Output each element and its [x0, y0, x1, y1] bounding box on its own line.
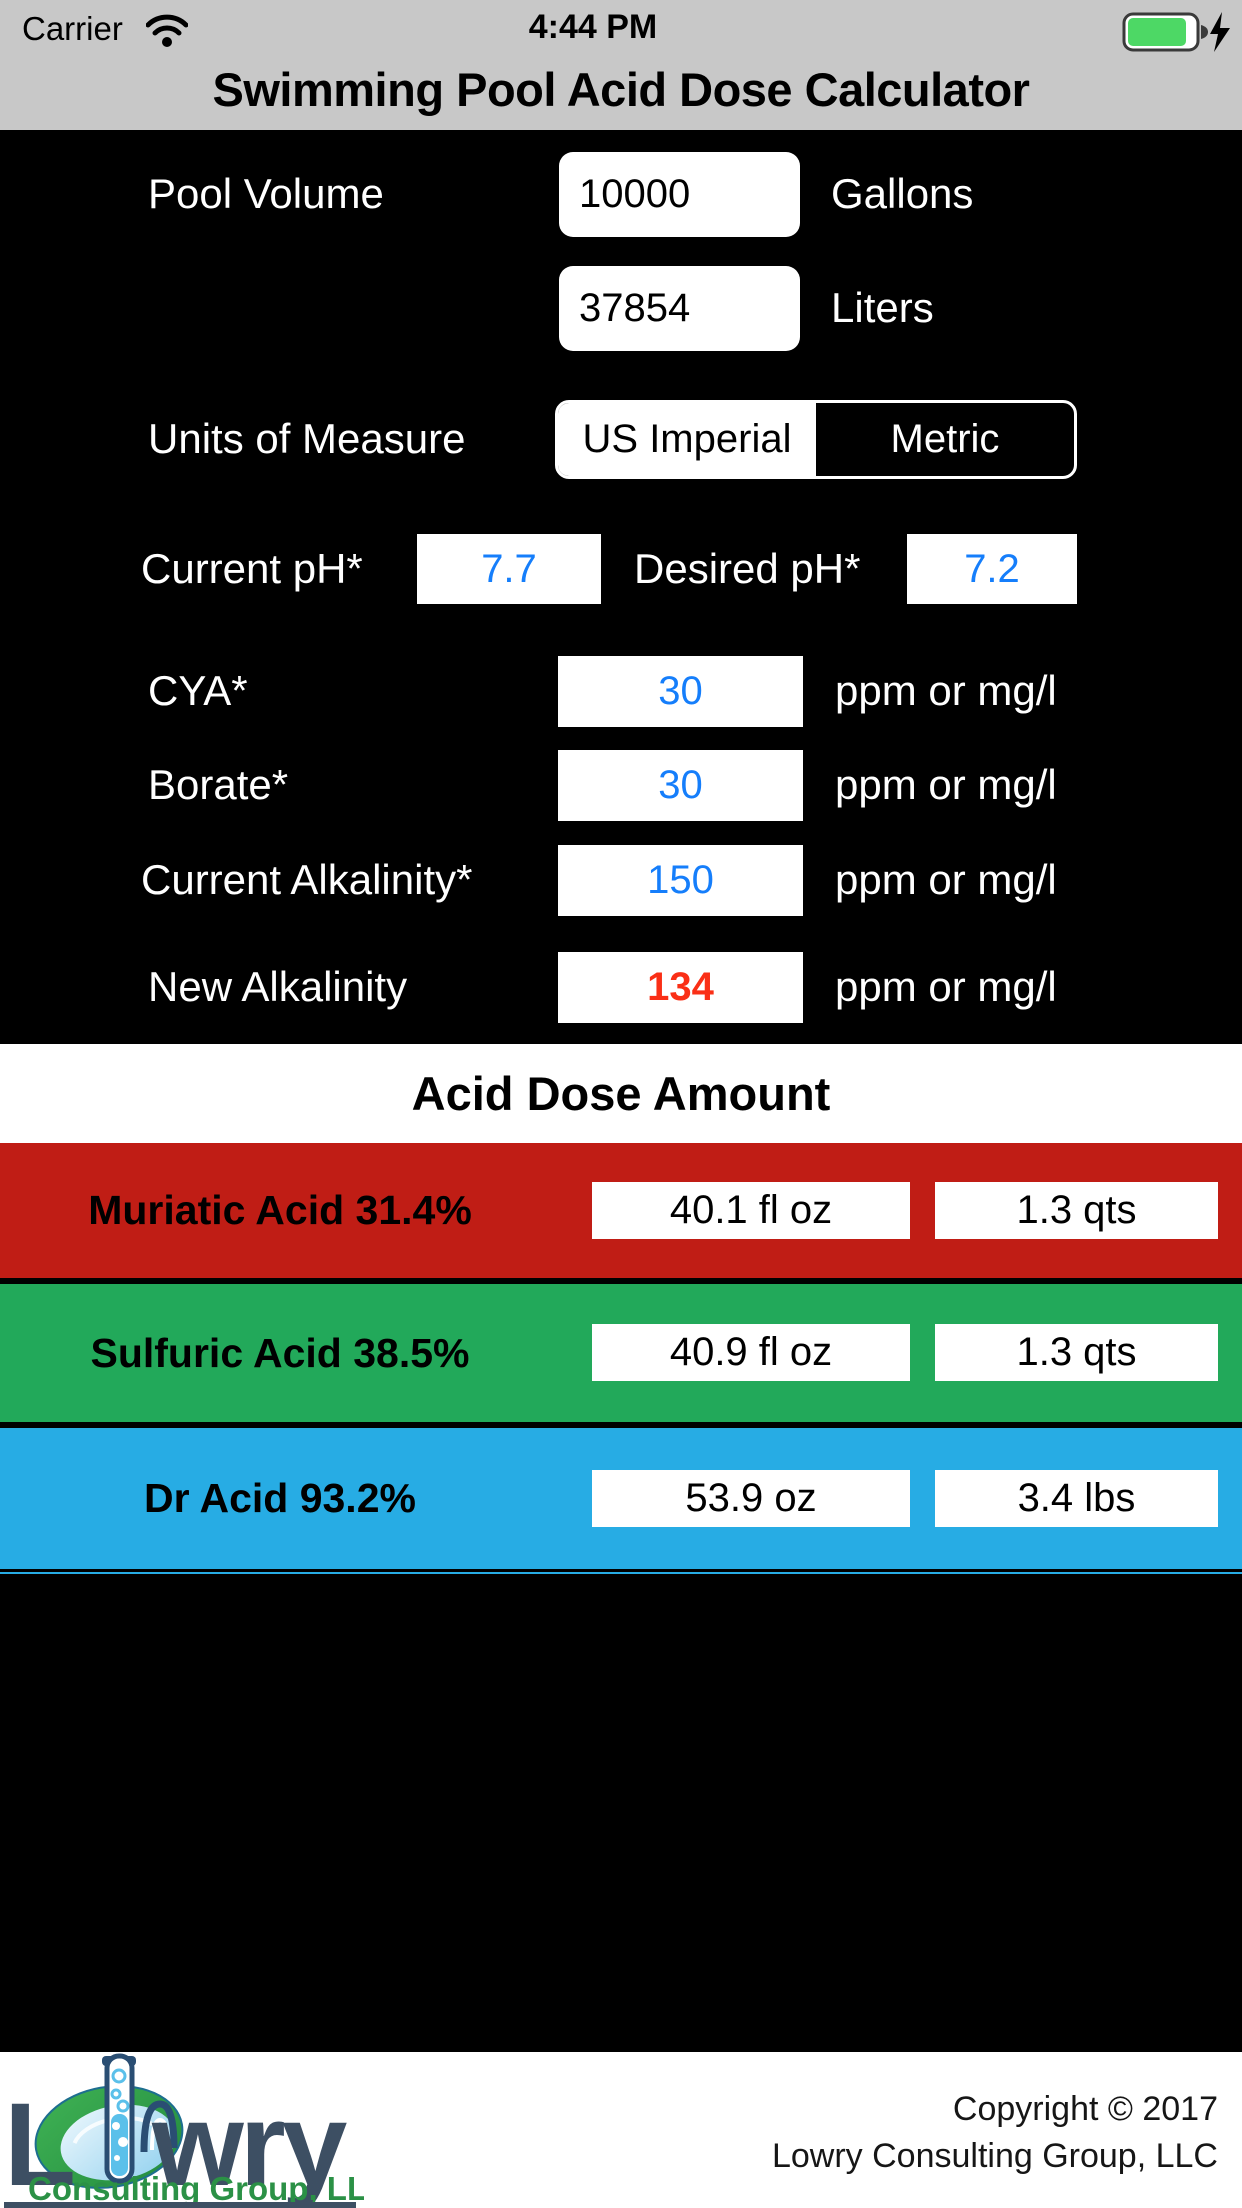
- liters-unit-label: Liters: [831, 284, 934, 331]
- dry-acid-oz-value: 53.9 oz: [592, 1470, 910, 1527]
- gallons-unit-label: Gallons: [831, 170, 974, 217]
- copyright-text: Copyright © 2017 Lowry Consulting Group,…: [772, 2086, 1218, 2180]
- current-ph-input[interactable]: [417, 534, 601, 604]
- current-alkalinity-unit-label: ppm or mg/l: [835, 856, 1057, 903]
- desired-ph-label: Desired pH*: [634, 545, 861, 592]
- charging-bolt-icon: [1210, 12, 1230, 52]
- pool-volume-label: Pool Volume: [148, 170, 384, 217]
- lowry-logo: L wry Consulting Group, LLC: [4, 2053, 364, 2208]
- segment-metric[interactable]: Metric: [890, 417, 1000, 461]
- borate-input[interactable]: [558, 750, 803, 821]
- header-bar: Carrier 4:44 PM Swimming Pool Acid Dose …: [0, 0, 1242, 130]
- sulfuric-floz-value: 40.9 fl oz: [592, 1324, 910, 1381]
- units-segmented-control: US Imperial Metric: [555, 400, 1077, 479]
- current-alkalinity-input[interactable]: [558, 845, 803, 916]
- svg-text:L: L: [4, 2079, 76, 2208]
- muriatic-acid-row: Muriatic Acid 31.4% 40.1 fl oz 1.3 qts: [0, 1143, 1242, 1278]
- dry-acid-label: Dr Acid 93.2%: [144, 1475, 416, 1521]
- muriatic-floz-value: 40.1 fl oz: [592, 1182, 910, 1239]
- carrier-label: Carrier: [22, 10, 123, 47]
- copyright-line2: Lowry Consulting Group, LLC: [771, 2137, 1218, 2175]
- gallons-input[interactable]: [559, 152, 800, 237]
- sulfuric-qts-value: 1.3 qts: [935, 1324, 1218, 1381]
- desired-ph-input[interactable]: [907, 534, 1077, 604]
- cya-input[interactable]: [558, 656, 803, 727]
- cya-label: CYA*: [148, 667, 248, 714]
- muriatic-acid-label: Muriatic Acid 31.4%: [88, 1187, 472, 1233]
- muriatic-qts-value: 1.3 qts: [935, 1182, 1218, 1239]
- current-alkalinity-label: Current Alkalinity*: [141, 856, 473, 903]
- logo-subtitle: Consulting Group, LLC: [28, 2170, 364, 2207]
- current-ph-label: Current pH*: [141, 545, 363, 592]
- wifi-icon: [146, 14, 188, 47]
- acid-dose-title: Acid Dose Amount: [411, 1067, 831, 1120]
- borate-unit-label: ppm or mg/l: [835, 761, 1057, 808]
- dry-acid-lbs-value: 3.4 lbs: [935, 1470, 1218, 1527]
- status-time: 4:44 PM: [528, 8, 658, 46]
- units-of-measure-label: Units of Measure: [148, 415, 466, 462]
- cya-unit-label: ppm or mg/l: [835, 667, 1057, 714]
- new-alkalinity-label: New Alkalinity: [148, 963, 408, 1010]
- sulfuric-acid-label: Sulfuric Acid 38.5%: [90, 1330, 470, 1376]
- segment-us-imperial[interactable]: US Imperial: [558, 403, 816, 476]
- new-alkalinity-output: [558, 952, 803, 1023]
- acid-dose-section-header: Acid Dose Amount: [0, 1044, 1242, 1143]
- logo-word-end: wry: [151, 2079, 347, 2208]
- sulfuric-acid-row: Sulfuric Acid 38.5% 40.9 fl oz 1.3 qts: [0, 1284, 1242, 1422]
- liters-input[interactable]: [559, 266, 800, 351]
- copyright-line1: Copyright © 2017: [952, 2090, 1218, 2128]
- borate-label: Borate*: [148, 761, 289, 808]
- next-row-sliver: [0, 1572, 1242, 1574]
- dry-acid-row: Dr Acid 93.2% 53.9 oz 3.4 lbs: [0, 1428, 1242, 1569]
- new-alkalinity-unit-label: ppm or mg/l: [835, 963, 1057, 1010]
- page-title: Swimming Pool Acid Dose Calculator: [212, 63, 1030, 116]
- footer-bar: L wry Consulting Group, LLC Copyright © …: [0, 2052, 1242, 2208]
- battery-icon: [1122, 12, 1230, 52]
